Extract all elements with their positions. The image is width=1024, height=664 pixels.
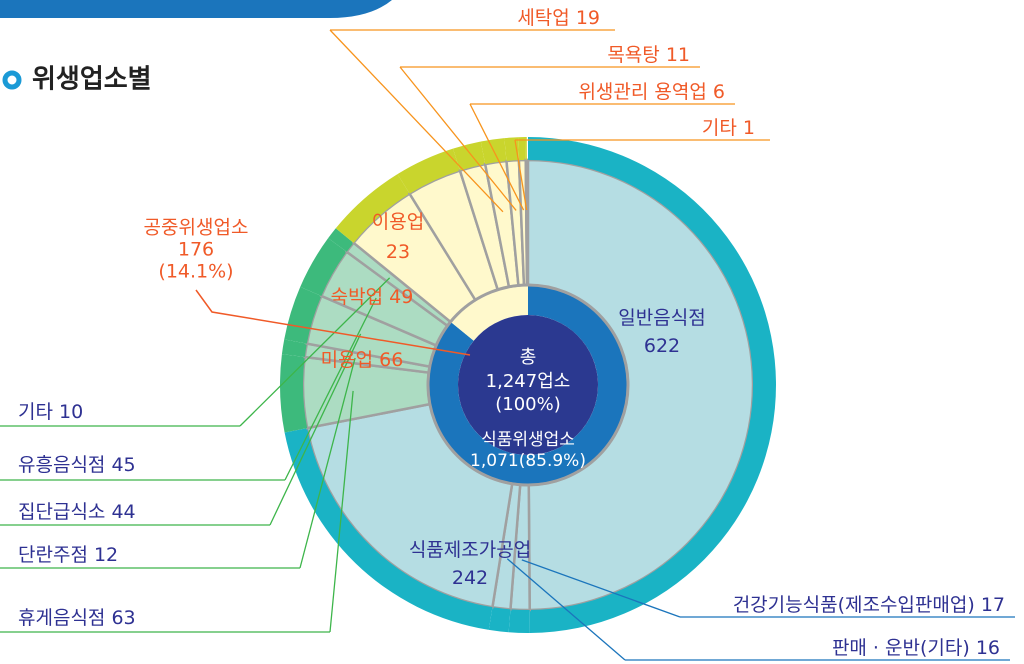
segment-value: 17	[981, 594, 1005, 616]
segment-label: 식품제조가공업	[409, 539, 531, 561]
segment-label: 목욕탕 11	[607, 44, 690, 66]
segment-name: 식품제조가공업	[409, 539, 531, 561]
segment-name: 집단급식소	[18, 501, 105, 523]
segment-value: 622	[644, 335, 680, 357]
leader-line	[269, 333, 362, 526]
segment-name: 숙박업	[331, 286, 383, 308]
segment-rim	[525, 137, 527, 161]
segment-rim	[284, 286, 322, 344]
segment-label: 건강기능식품(제조수입판매업) 17	[733, 594, 1005, 616]
segment-value: 6	[713, 81, 725, 103]
segment-name: 기타	[702, 117, 737, 139]
segment-name: 위생관리 용역업	[578, 81, 706, 103]
segment-value: 242	[452, 567, 488, 589]
title-icon	[2, 70, 22, 90]
segment-value: 12	[94, 544, 118, 566]
segment-label: 이용업	[372, 211, 424, 233]
segment-name: 건강기능식품(제조수입판매업)	[733, 594, 975, 616]
segment-rim	[508, 609, 530, 633]
leader-line	[239, 277, 391, 427]
segment-value: 10	[59, 401, 83, 423]
segment-rim	[488, 607, 511, 633]
segment-name: 이용업	[372, 211, 424, 233]
segment-name: 기타	[18, 401, 53, 423]
center-label: 총	[520, 347, 537, 368]
segment-value: 16	[976, 637, 1000, 659]
segment-label: 휴게음식점 63	[18, 607, 136, 629]
segment-value: 45	[111, 454, 135, 476]
segment-value: 23	[386, 241, 410, 263]
leader-line	[284, 297, 377, 481]
segment-rim	[335, 174, 410, 243]
segment-name: 단란주점	[18, 544, 88, 566]
segment-label: 집단급식소 44	[18, 501, 136, 523]
segment-value: 44	[111, 501, 135, 523]
segment-label: 미용업 66	[321, 349, 404, 371]
segment-name: 일반음식점	[618, 307, 705, 329]
segment-label: 단란주점 12	[18, 544, 118, 566]
segment-value: 63	[111, 607, 135, 629]
group-ring	[450, 285, 528, 341]
chart-title: 위생업소별	[32, 65, 152, 95]
group-value: 176	[178, 239, 214, 261]
segment-name: 세탁업	[517, 7, 569, 29]
segment-rim	[284, 428, 493, 630]
leader-line	[329, 390, 354, 633]
segment-label: 판매 · 운반(기타) 16	[832, 637, 1000, 659]
segment-value: 66	[379, 349, 403, 371]
segment-rim	[279, 354, 308, 433]
segment-rim	[328, 228, 354, 252]
segment-label: 일반음식점	[618, 307, 705, 329]
segment-label: 242	[452, 567, 488, 589]
segment-name: 목욕탕	[607, 44, 659, 66]
segment-name: 판매 · 운반(기타)	[832, 637, 970, 659]
group-leader	[195, 289, 471, 356]
leader-line	[521, 559, 681, 618]
segment-rim	[518, 137, 526, 161]
center-percent: (100%)	[495, 394, 561, 415]
group-name: 식품위생업소	[481, 430, 575, 450]
segment-label: 기타 10	[18, 401, 83, 423]
segment-rim	[300, 238, 347, 296]
segment-value: 1	[743, 117, 755, 139]
leader-line	[329, 29, 504, 213]
segment-value: 19	[576, 7, 600, 29]
group-name: 공중위생업소	[144, 217, 249, 239]
leader-line	[514, 139, 528, 211]
center-circle	[458, 315, 598, 455]
segment-value: 49	[389, 286, 413, 308]
header-tab	[0, 0, 392, 18]
inner-border	[426, 283, 630, 487]
segment-value: 11	[666, 44, 690, 66]
segment-name: 휴게음식점	[18, 607, 105, 629]
segment-label: 유흥음식점 45	[18, 454, 136, 476]
leader-line	[399, 66, 517, 211]
leader-line	[506, 558, 626, 661]
leader-line	[299, 357, 356, 569]
segment-label: 23	[386, 241, 410, 263]
segment-label: 기타 1	[702, 117, 755, 139]
group-percent: (14.1%)	[158, 261, 233, 283]
segment-label: 세탁업 19	[517, 7, 600, 29]
segment-label: 숙박업 49	[331, 286, 414, 308]
center-value: 1,247업소	[486, 371, 571, 392]
segment-rim	[397, 148, 460, 194]
segment-name: 미용업	[321, 349, 373, 371]
segment-label: 위생관리 용역업 6	[578, 81, 725, 103]
segment-label: 622	[644, 335, 680, 357]
segment-rim	[281, 339, 307, 358]
segment-name: 유흥음식점	[18, 454, 105, 476]
group-ring	[427, 285, 628, 485]
group-value: 1,071(85.9%)	[470, 451, 586, 471]
segment	[524, 158, 529, 287]
leader-line	[469, 103, 525, 211]
